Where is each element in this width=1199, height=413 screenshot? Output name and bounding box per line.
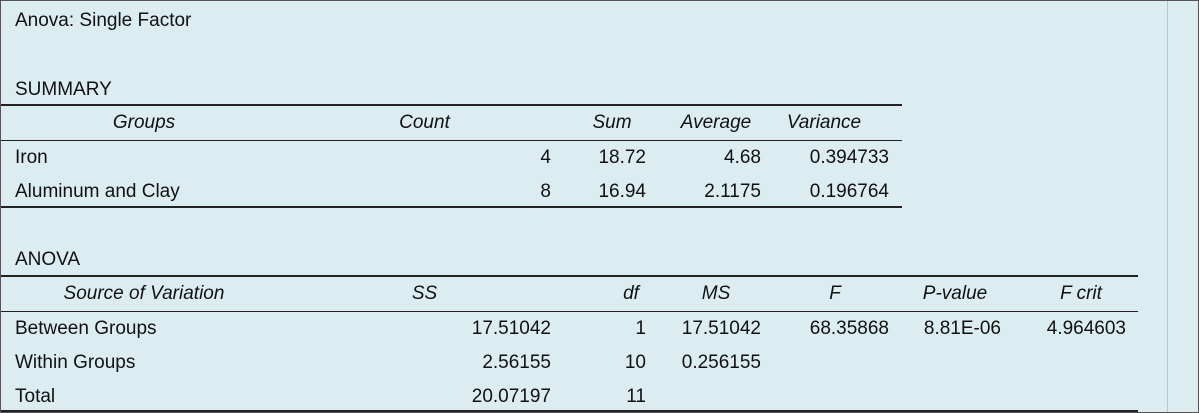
summary-average[interactable]: 2.1175	[704, 181, 761, 202]
table-row: Within Groups 2.56155 10 0.256155	[1, 346, 1198, 380]
anova-header-source[interactable]: Source of Variation	[63, 283, 225, 304]
anova-source[interactable]: Between Groups	[15, 318, 157, 339]
summary-label[interactable]: SUMMARY	[15, 79, 112, 100]
anova-label[interactable]: ANOVA	[15, 249, 81, 270]
summary-header-border	[1, 140, 902, 141]
summary-group-name[interactable]: Iron	[15, 147, 48, 168]
summary-variance[interactable]: 0.196764	[809, 181, 889, 202]
summary-header-groups[interactable]: Groups	[112, 112, 176, 133]
anova-header-row: Source of Variation SS df MS F P-value F…	[1, 277, 1198, 311]
anova-top-border	[1, 275, 1138, 277]
summary-group-name[interactable]: Aluminum and Clay	[15, 181, 180, 202]
table-row: Aluminum and Clay 8 16.94 2.1175 0.19676…	[1, 175, 1198, 209]
summary-header-variance[interactable]: Variance	[786, 112, 862, 133]
anova-header-f[interactable]: F	[829, 283, 841, 304]
anova-source[interactable]: Within Groups	[15, 352, 136, 373]
summary-bottom-border	[1, 206, 902, 208]
summary-header-row: Groups Count Sum Average Variance	[1, 106, 1198, 140]
anova-ss[interactable]: 17.51042	[471, 318, 551, 339]
anova-header-f-crit[interactable]: F crit	[1060, 283, 1102, 304]
summary-average[interactable]: 4.68	[724, 147, 761, 168]
summary-top-border	[1, 104, 902, 106]
anova-ss[interactable]: 20.07197	[471, 386, 551, 407]
summary-label-row: SUMMARY	[1, 73, 1198, 107]
anova-f-crit[interactable]: 4.964603	[1046, 318, 1126, 339]
anova-f[interactable]: 68.35868	[809, 318, 889, 339]
anova-header-border	[1, 311, 1138, 312]
anova-header-p-value[interactable]: P-value	[922, 283, 988, 304]
table-row: Between Groups 17.51042 1 17.51042 68.35…	[1, 312, 1198, 346]
summary-count[interactable]: 8	[540, 181, 551, 202]
anova-header-ms[interactable]: MS	[701, 283, 731, 304]
summary-sum[interactable]: 18.72	[598, 147, 646, 168]
table-row: Iron 4 18.72 4.68 0.394733	[1, 141, 1198, 175]
anova-header-df[interactable]: df	[623, 283, 639, 304]
anova-df[interactable]: 11	[626, 386, 646, 407]
summary-header-average[interactable]: Average	[680, 112, 752, 133]
title-row: Anova: Single Factor	[1, 4, 1198, 38]
anova-title[interactable]: Anova: Single Factor	[15, 10, 192, 31]
anova-ss[interactable]: 2.56155	[482, 352, 551, 373]
summary-variance[interactable]: 0.394733	[809, 147, 889, 168]
anova-header-ss[interactable]: SS	[411, 283, 438, 304]
anova-df[interactable]: 10	[624, 352, 646, 373]
anova-df[interactable]: 1	[635, 318, 646, 339]
anova-ms[interactable]: 0.256155	[681, 352, 761, 373]
anova-bottom-border	[1, 410, 1138, 412]
summary-header-sum[interactable]: Sum	[592, 112, 632, 133]
anova-ms[interactable]: 17.51042	[681, 318, 761, 339]
table-row: Total 20.07197 11	[1, 380, 1198, 413]
anova-source[interactable]: Total	[15, 386, 56, 407]
anova-label-row: ANOVA	[1, 243, 1198, 277]
summary-count[interactable]: 4	[540, 147, 551, 168]
anova-p-value[interactable]: 8.81E-06	[923, 318, 1001, 339]
column-edge	[1167, 1, 1168, 412]
summary-header-count[interactable]: Count	[399, 112, 450, 133]
summary-sum[interactable]: 16.94	[598, 181, 646, 202]
